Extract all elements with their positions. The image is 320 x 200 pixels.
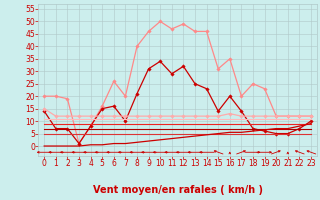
X-axis label: Vent moyen/en rafales ( km/h ): Vent moyen/en rafales ( km/h ) bbox=[92, 185, 263, 195]
